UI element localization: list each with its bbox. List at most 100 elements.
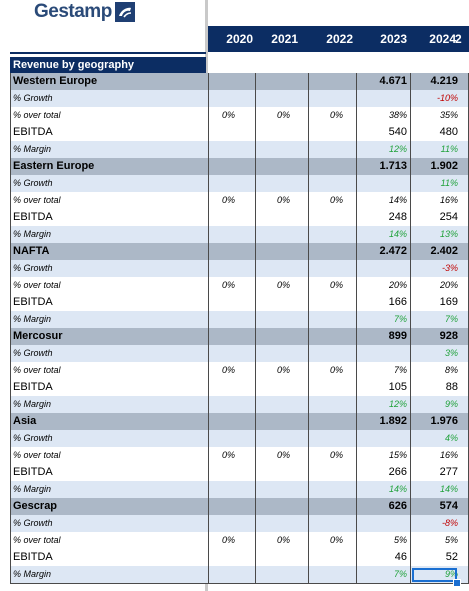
- cell-2024[interactable]: 16%: [439, 450, 458, 460]
- cell-2022[interactable]: [308, 566, 346, 583]
- cell-2023[interactable]: [356, 90, 410, 107]
- cell-2020[interactable]: [208, 328, 238, 345]
- row-label[interactable]: EBITDA: [13, 211, 53, 223]
- row-label[interactable]: Western Europe: [13, 75, 98, 87]
- cell-2021[interactable]: [255, 481, 293, 498]
- cell-2023[interactable]: 166: [388, 296, 407, 308]
- cell-2021[interactable]: [255, 175, 293, 192]
- cell-2024[interactable]: 4%: [444, 433, 458, 443]
- row-label[interactable]: % Growth: [13, 93, 53, 103]
- cell-2024[interactable]: 254: [439, 211, 458, 223]
- cell-2020[interactable]: [208, 260, 238, 277]
- cell-2021[interactable]: [255, 260, 293, 277]
- cell-2023[interactable]: 266: [388, 466, 407, 478]
- cell-2022[interactable]: [308, 73, 346, 90]
- cell-2023[interactable]: 248: [388, 211, 407, 223]
- cell-2020[interactable]: [208, 515, 238, 532]
- row-label[interactable]: % Margin: [13, 484, 52, 494]
- cell-2021[interactable]: [255, 311, 293, 328]
- cell-2021[interactable]: [255, 209, 293, 226]
- row-label[interactable]: EBITDA: [13, 296, 53, 308]
- cell-2020[interactable]: [208, 464, 238, 481]
- cell-2022[interactable]: [308, 311, 346, 328]
- cell-2024[interactable]: 11%: [440, 178, 458, 188]
- cell-2023[interactable]: [356, 430, 410, 447]
- cell-2023[interactable]: 7%: [393, 569, 407, 579]
- cell-2024[interactable]: 88: [445, 381, 458, 393]
- cell-2020[interactable]: [208, 498, 238, 515]
- year-header-1[interactable]: 2021: [271, 32, 298, 46]
- cell-2024[interactable]: 4.219: [430, 75, 458, 87]
- cell-2021[interactable]: [255, 464, 293, 481]
- cell-2023[interactable]: 2.472: [379, 245, 407, 257]
- cell-2021[interactable]: [255, 243, 293, 260]
- row-label[interactable]: Gescrap: [13, 500, 58, 512]
- row-label[interactable]: % Margin: [13, 144, 52, 154]
- row-label[interactable]: Eastern Europe: [13, 160, 95, 172]
- cell-2020[interactable]: [208, 481, 238, 498]
- row-label[interactable]: % Growth: [13, 263, 53, 273]
- row-label[interactable]: EBITDA: [13, 466, 53, 478]
- cell-2022[interactable]: 0%: [329, 195, 343, 205]
- cell-2024[interactable]: 3%: [444, 348, 458, 358]
- row-label[interactable]: % over total: [13, 450, 61, 460]
- row-label[interactable]: % over total: [13, 280, 61, 290]
- cell-2020[interactable]: [208, 158, 238, 175]
- cell-2020[interactable]: [208, 141, 238, 158]
- cell-2020[interactable]: [208, 396, 238, 413]
- cell-2022[interactable]: [308, 141, 346, 158]
- cell-2020[interactable]: [208, 226, 238, 243]
- cell-2021[interactable]: 0%: [276, 280, 290, 290]
- year-header-3[interactable]: 2023: [380, 32, 407, 46]
- cell-2024[interactable]: 9%: [444, 569, 458, 579]
- row-label[interactable]: Mercosur: [13, 330, 63, 342]
- cell-2021[interactable]: [255, 124, 293, 141]
- cell-2021[interactable]: [255, 345, 293, 362]
- row-label[interactable]: % over total: [13, 535, 61, 545]
- cell-2022[interactable]: [308, 396, 346, 413]
- cell-2020[interactable]: [208, 430, 238, 447]
- cell-2023[interactable]: 5%: [393, 535, 407, 545]
- cell-2023[interactable]: 626: [388, 500, 407, 512]
- cell-2024[interactable]: 277: [439, 466, 458, 478]
- cell-2022[interactable]: [308, 430, 346, 447]
- row-label[interactable]: % over total: [13, 110, 61, 120]
- cell-2024[interactable]: 5%: [444, 535, 458, 545]
- cell-2024[interactable]: 35%: [439, 110, 458, 120]
- cell-2022[interactable]: [308, 124, 346, 141]
- cell-2021[interactable]: [255, 430, 293, 447]
- cell-2020[interactable]: [208, 413, 238, 430]
- cell-2023[interactable]: [356, 175, 410, 192]
- cell-2023[interactable]: 38%: [388, 110, 407, 120]
- cell-2021[interactable]: [255, 413, 293, 430]
- cell-2023[interactable]: 899: [388, 330, 407, 342]
- cell-2024[interactable]: 13%: [439, 229, 458, 239]
- cell-2022[interactable]: [308, 175, 346, 192]
- cell-2021[interactable]: [255, 141, 293, 158]
- row-label[interactable]: NAFTA: [13, 245, 50, 257]
- cell-2024[interactable]: 14%: [439, 484, 458, 494]
- cell-2022[interactable]: 0%: [329, 450, 343, 460]
- cell-2021[interactable]: [255, 515, 293, 532]
- row-label[interactable]: EBITDA: [13, 126, 53, 138]
- year-header-2[interactable]: 2022: [326, 32, 353, 46]
- cell-2020[interactable]: 0%: [221, 365, 235, 375]
- cell-2020[interactable]: 0%: [221, 195, 235, 205]
- cell-2023[interactable]: 12%: [388, 399, 407, 409]
- cell-2022[interactable]: [308, 90, 346, 107]
- cell-2020[interactable]: [208, 379, 238, 396]
- cell-2022[interactable]: [308, 379, 346, 396]
- cell-2024[interactable]: -3%: [441, 263, 458, 273]
- cell-2022[interactable]: [308, 549, 346, 566]
- row-label[interactable]: % Margin: [13, 314, 52, 324]
- row-label[interactable]: EBITDA: [13, 381, 53, 393]
- cell-2021[interactable]: [255, 379, 293, 396]
- cell-2021[interactable]: 0%: [276, 450, 290, 460]
- year-header-0[interactable]: 2020: [226, 32, 253, 46]
- cell-2024[interactable]: 169: [439, 296, 458, 308]
- cell-2023[interactable]: 14%: [388, 229, 407, 239]
- cell-2022[interactable]: [308, 243, 346, 260]
- cell-2024[interactable]: 2.402: [430, 245, 458, 257]
- cell-2021[interactable]: [255, 549, 293, 566]
- cell-2020[interactable]: 0%: [221, 280, 235, 290]
